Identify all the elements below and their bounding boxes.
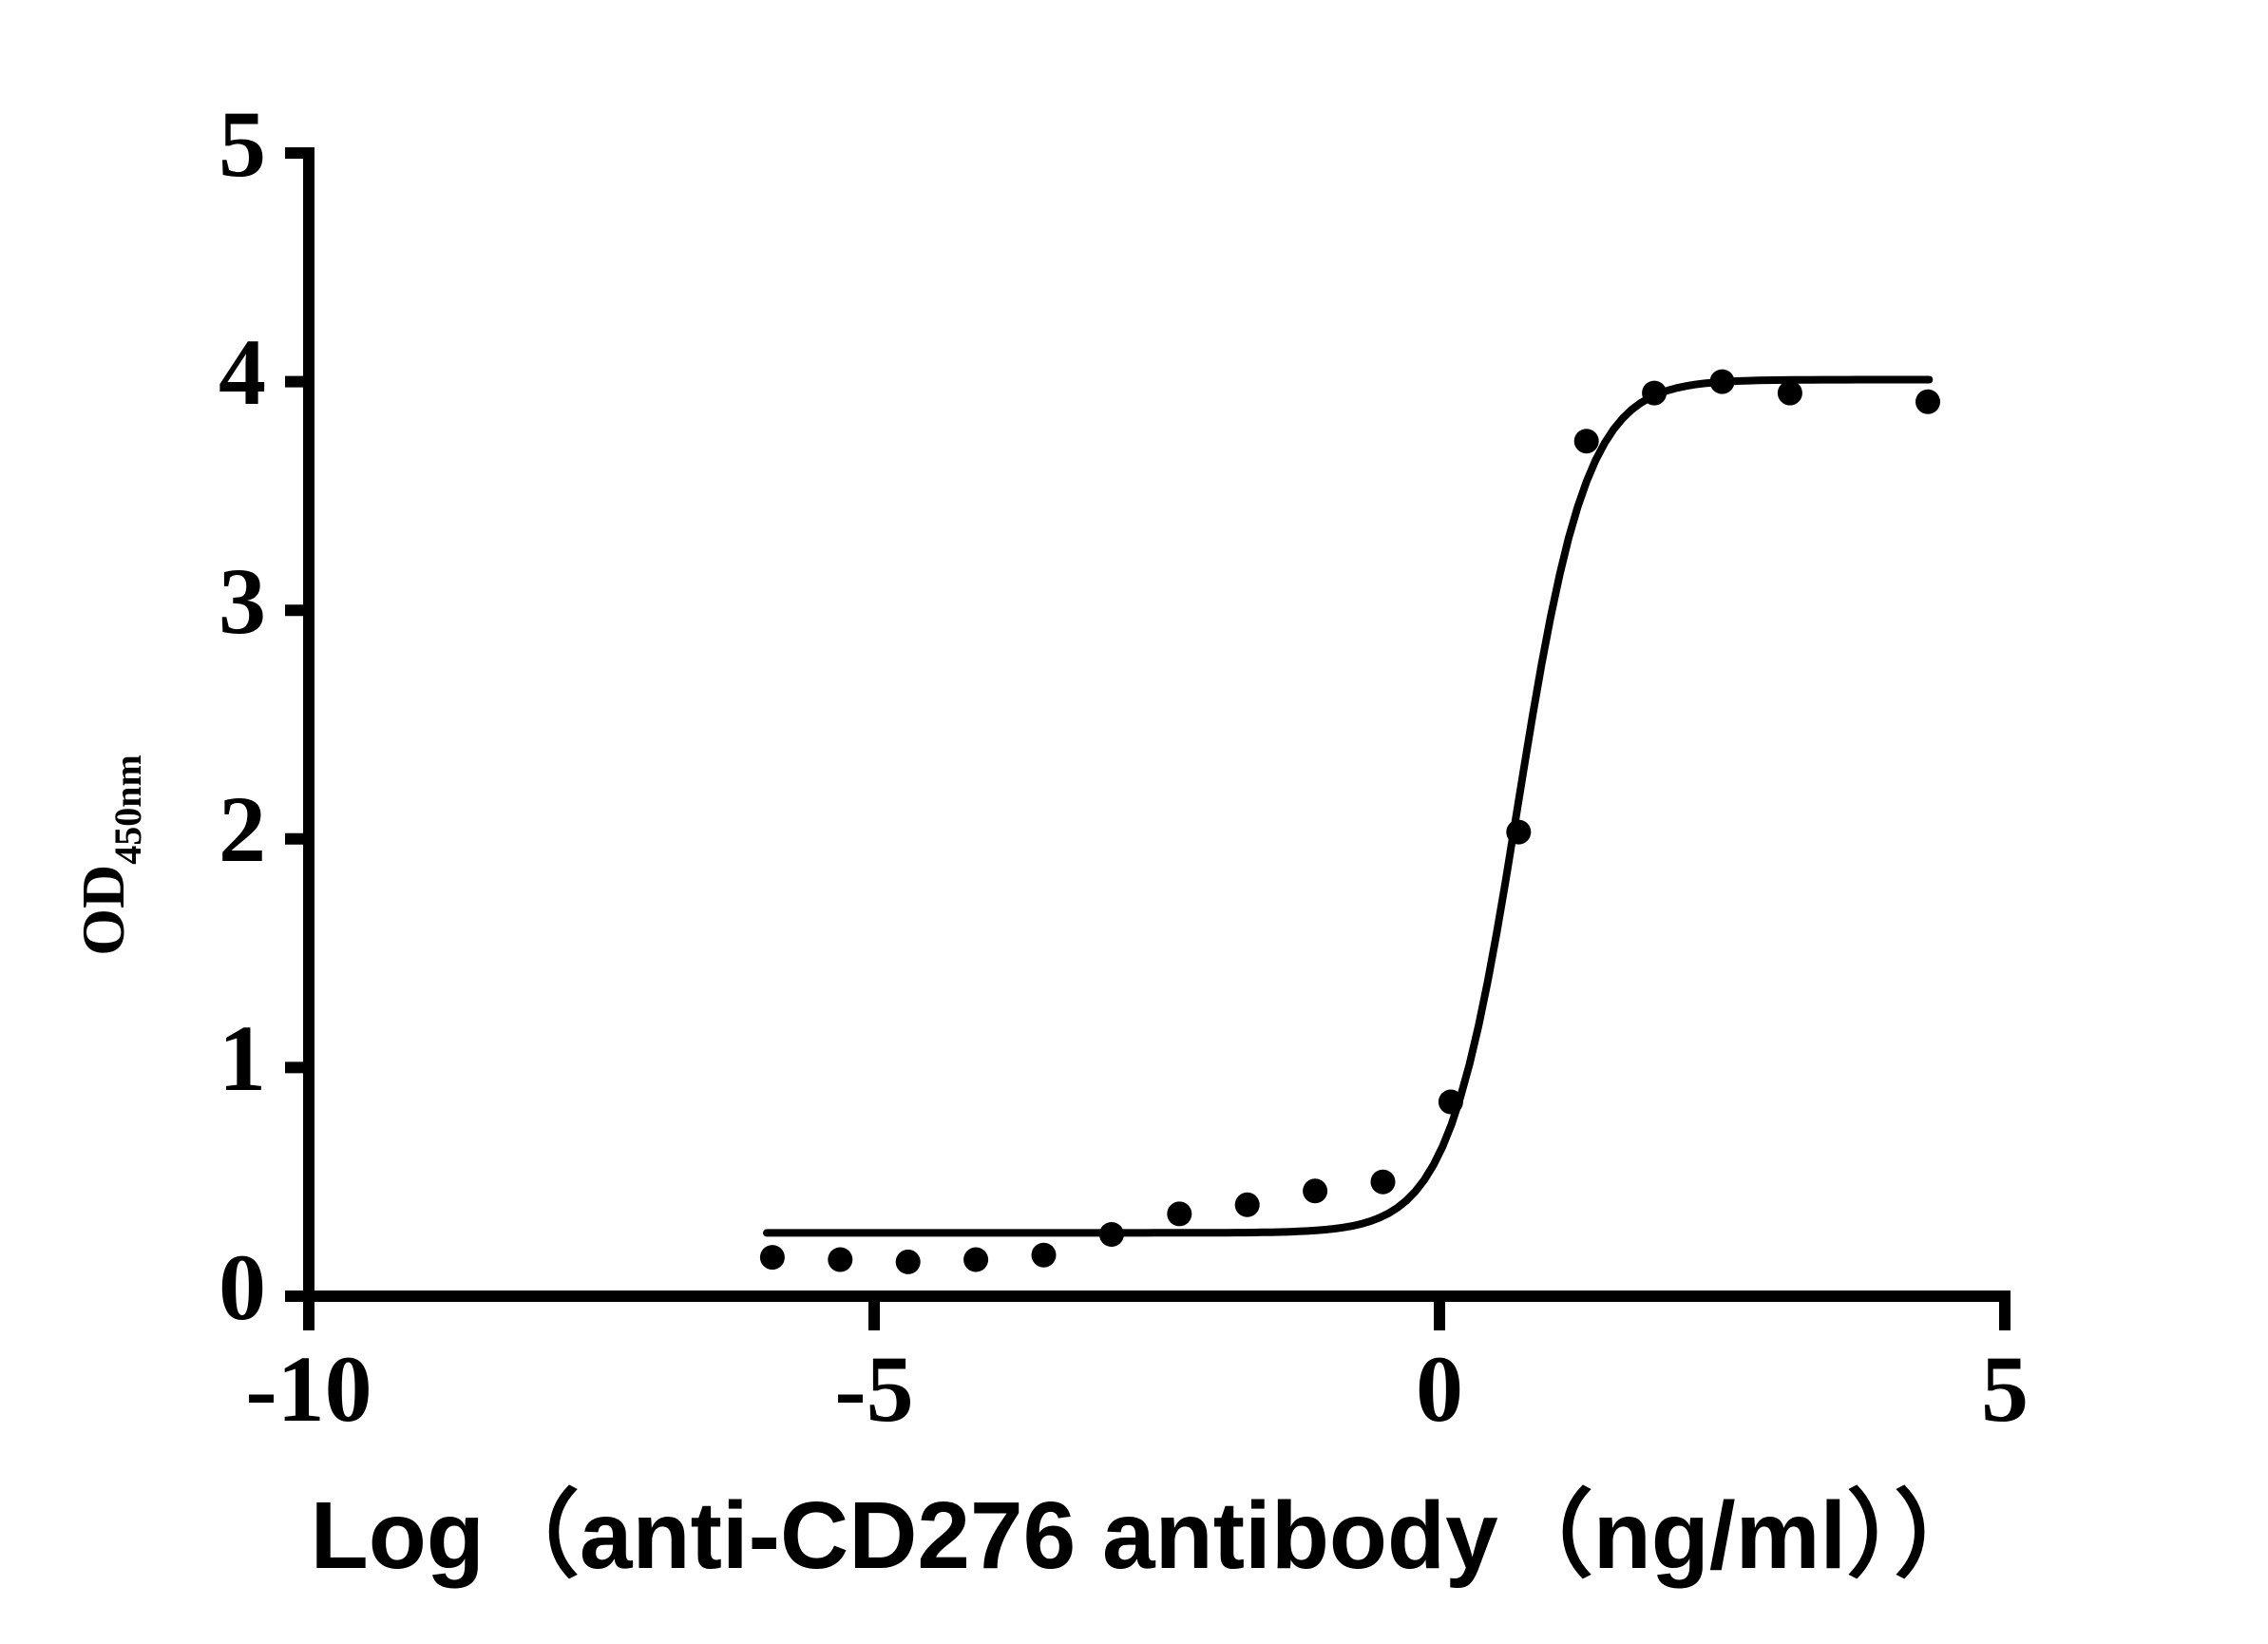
svg-text:2: 2 bbox=[219, 776, 266, 882]
svg-text:5: 5 bbox=[219, 91, 266, 197]
svg-text:0: 0 bbox=[1416, 1336, 1463, 1442]
svg-text:0: 0 bbox=[219, 1234, 266, 1340]
svg-text:1: 1 bbox=[219, 1005, 266, 1111]
svg-text:-10: -10 bbox=[245, 1336, 372, 1442]
svg-text:4: 4 bbox=[219, 319, 266, 425]
svg-text:5: 5 bbox=[1981, 1336, 2029, 1442]
svg-text:-5: -5 bbox=[834, 1336, 913, 1442]
svg-text:Log（anti-CD276 antibody（ng/ml）: Log（anti-CD276 antibody（ng/ml）） bbox=[311, 1482, 1990, 1589]
svg-text:3: 3 bbox=[219, 548, 266, 654]
svg-text:OD450nm: OD450nm bbox=[69, 755, 149, 956]
